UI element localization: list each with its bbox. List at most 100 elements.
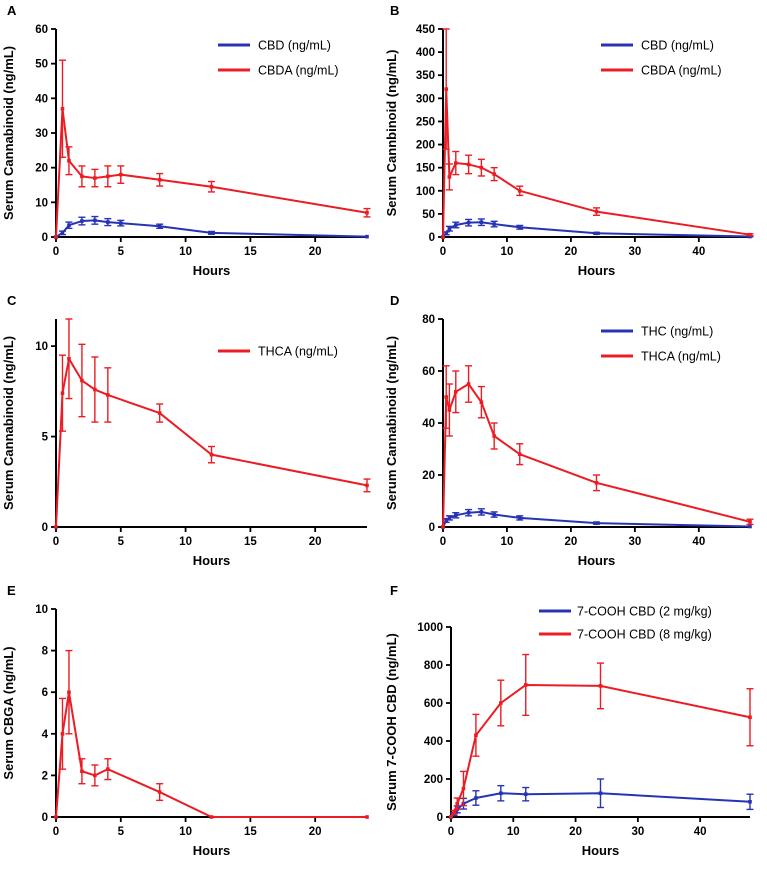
x-tick-label: 10 bbox=[179, 826, 192, 838]
data-point bbox=[54, 525, 58, 529]
data-point bbox=[67, 690, 71, 694]
legend-label: CBD (ng/mL) bbox=[641, 39, 714, 53]
x-tick-label: 5 bbox=[118, 246, 125, 258]
chart-d-serum-thc-thca: 0 20 40 60 80 0 10 20 30 40 Hours Serum Cannabinoid… bbox=[384, 314, 754, 568]
y-tick-label: 20 bbox=[422, 470, 435, 482]
data-point bbox=[93, 218, 97, 223]
data-point bbox=[453, 513, 458, 518]
data-point bbox=[523, 792, 528, 796]
y-tick-label: 600 bbox=[424, 698, 443, 710]
y-tick-label: 10 bbox=[35, 341, 48, 353]
y-tick-label: 400 bbox=[424, 736, 443, 748]
data-point bbox=[60, 732, 65, 736]
series-line bbox=[442, 221, 751, 238]
data-point bbox=[453, 390, 458, 394]
y-tick-label: 20 bbox=[35, 163, 48, 175]
x-tick-label: 20 bbox=[569, 826, 582, 838]
x-tick-label: 30 bbox=[631, 826, 644, 838]
y-tick-label: 10 bbox=[35, 604, 48, 616]
data-point bbox=[453, 161, 458, 165]
y-tick-label: 800 bbox=[424, 660, 443, 672]
data-point bbox=[748, 800, 752, 804]
data-point bbox=[748, 524, 752, 529]
x-tick-label: 20 bbox=[565, 536, 578, 548]
x-tick-label: 20 bbox=[309, 246, 322, 258]
data-point bbox=[118, 172, 123, 177]
series-line bbox=[55, 357, 368, 528]
data-point bbox=[517, 452, 522, 456]
x-tick-label: 0 bbox=[53, 536, 59, 548]
data-point bbox=[106, 393, 110, 397]
x-tick-label: 10 bbox=[501, 536, 514, 548]
data-point bbox=[365, 483, 369, 488]
data-point bbox=[447, 175, 452, 179]
y-tick-label: 10 bbox=[35, 197, 48, 209]
y-tick-label: 0 bbox=[437, 812, 443, 824]
panel-c: C 0 5 10 0 5 10 15 20 Hours Serum Cannabinoid (ng… bbox=[0, 290, 383, 580]
y-tick-label: 0 bbox=[429, 232, 435, 244]
y-tick-label: 6 bbox=[42, 687, 48, 699]
data-point bbox=[517, 188, 522, 193]
x-tick-label: 10 bbox=[179, 246, 192, 258]
data-point bbox=[106, 767, 110, 771]
legend-label: THCA (ng/mL) bbox=[258, 345, 338, 359]
x-tick-label: 0 bbox=[440, 246, 446, 258]
data-point bbox=[80, 219, 84, 223]
y-tick-label: 80 bbox=[422, 314, 435, 326]
y-tick-label: 50 bbox=[35, 59, 48, 71]
data-point bbox=[517, 225, 522, 230]
y-tick-label: 400 bbox=[416, 47, 435, 59]
data-point bbox=[447, 408, 452, 412]
y-tick-label: 50 bbox=[422, 209, 435, 221]
y-tick-label: 8 bbox=[42, 646, 49, 658]
data-point bbox=[80, 769, 84, 774]
y-tick-label: 0 bbox=[42, 812, 48, 824]
x-tick-label: 40 bbox=[692, 536, 705, 548]
data-point bbox=[594, 521, 599, 525]
x-tick-label: 20 bbox=[309, 536, 322, 548]
data-point bbox=[748, 520, 752, 524]
data-point bbox=[60, 231, 65, 235]
data-point bbox=[479, 400, 484, 404]
y-tick-label: 300 bbox=[416, 93, 435, 105]
data-point bbox=[466, 162, 471, 167]
data-point bbox=[365, 210, 369, 215]
x-tick-label: 10 bbox=[501, 246, 514, 258]
panel-e-label: E bbox=[7, 583, 16, 598]
series-line bbox=[442, 383, 751, 528]
series-line bbox=[442, 88, 751, 238]
y-tick-label: 60 bbox=[35, 24, 48, 36]
legend-label: THCA (ng/mL) bbox=[641, 350, 721, 364]
data-point bbox=[447, 516, 452, 520]
panel-d-label: D bbox=[390, 293, 400, 308]
data-point bbox=[444, 518, 448, 523]
legend-label: CBDA (ng/mL) bbox=[641, 64, 722, 78]
panel-b: B 0 50 100 150 200 250 300 350 400 450 0 10 20 30 40 Ho… bbox=[383, 0, 767, 290]
x-tick-label: 20 bbox=[565, 246, 578, 258]
y-tick-label: 100 bbox=[416, 186, 435, 198]
data-point bbox=[93, 773, 97, 778]
panel-e: E 0 2 4 6 8 10 0 5 10 15 20 Hours Serum CBGA (ng/mL) bbox=[0, 580, 383, 869]
chart-c-serum-thca-low: 0 5 10 0 5 10 15 20 Hours Serum Cannabinoid (ng/m… bbox=[1, 318, 371, 568]
y-tick-label: 2 bbox=[42, 770, 48, 782]
y-tick-label: 250 bbox=[416, 116, 435, 128]
data-point bbox=[54, 815, 58, 819]
chart-e-serum-cbga: 0 2 4 6 8 10 0 5 10 15 20 Hours Serum CBGA (ng/mL) bbox=[1, 604, 369, 858]
panel-a-label: A bbox=[7, 3, 17, 18]
data-point bbox=[80, 378, 84, 383]
data-point bbox=[466, 510, 471, 515]
x-axis-title: Hours bbox=[193, 553, 231, 568]
data-point bbox=[67, 158, 71, 163]
y-axis-title: Serum Cannabinoid (ng/mL) bbox=[384, 336, 399, 510]
legend-label: CBDA (ng/mL) bbox=[258, 64, 339, 78]
data-point bbox=[157, 411, 162, 415]
panel-a: A 0 10 20 30 40 50 60 0 5 10 15 20 Hours Serum Cannab… bbox=[0, 0, 383, 290]
chart-a-serum-cbd-cbda-2mgkg: 0 10 20 30 40 50 60 0 5 10 15 20 Hours Serum Cannabin… bbox=[1, 24, 371, 278]
data-point bbox=[453, 223, 458, 227]
data-point bbox=[441, 235, 445, 239]
legend-label: CBD (ng/mL) bbox=[258, 39, 331, 53]
axes bbox=[442, 29, 750, 238]
data-point bbox=[67, 223, 71, 228]
y-axis-title: Serum 7-COOH CBD (ng/mL) bbox=[384, 633, 399, 811]
